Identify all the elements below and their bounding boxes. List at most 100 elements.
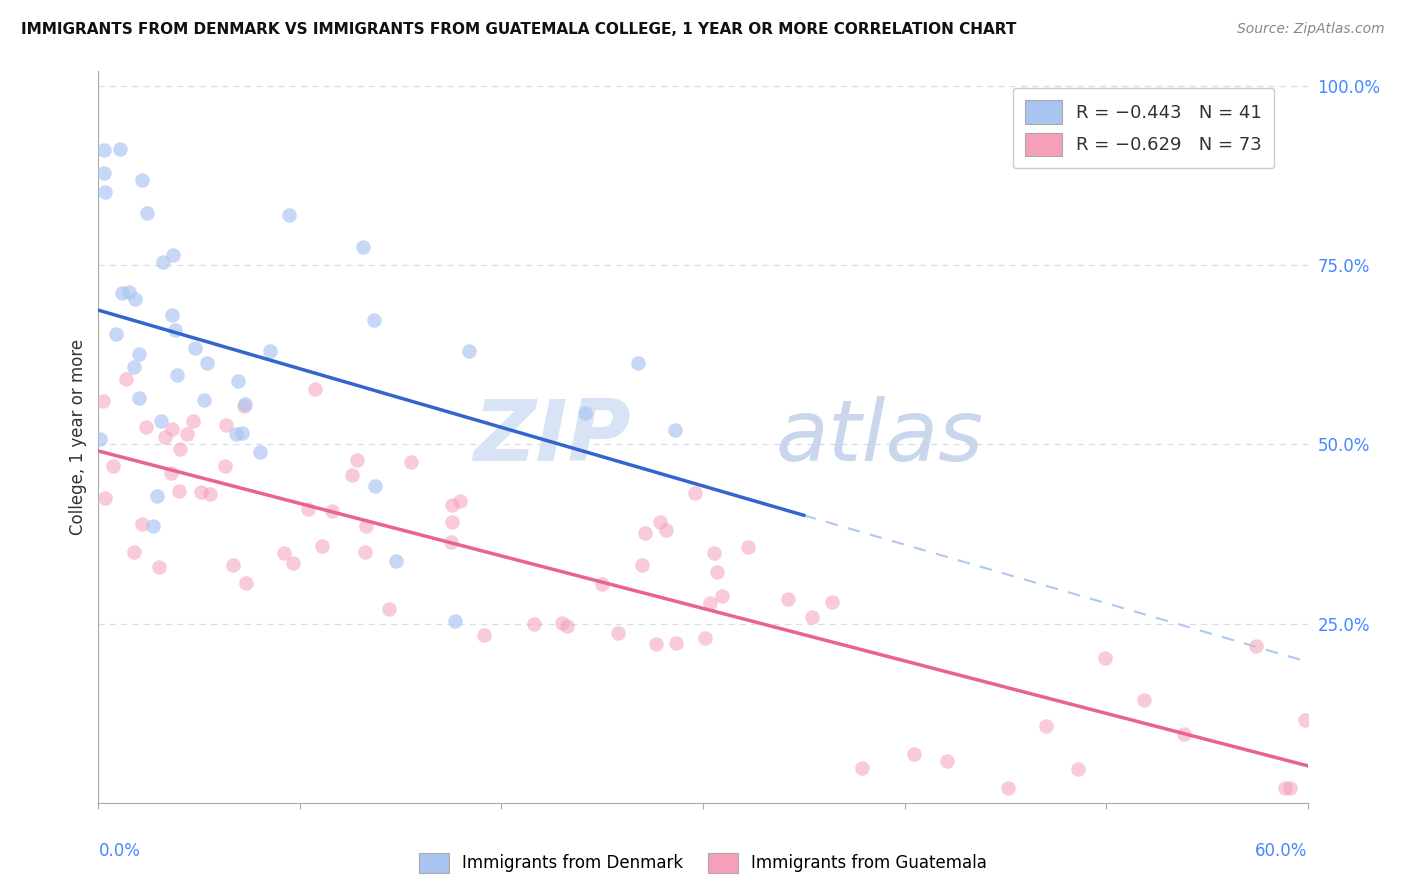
Point: [249, 445, 271, 459]
Point: [353, 545, 375, 559]
Point: [215, 418, 238, 433]
Point: [574, 406, 596, 420]
Text: atlas: atlas: [776, 395, 984, 479]
Point: [304, 383, 326, 397]
Point: [1294, 714, 1316, 728]
Point: [231, 426, 253, 441]
Point: [233, 400, 256, 414]
Point: [664, 636, 686, 650]
Point: [297, 501, 319, 516]
Point: [93, 185, 115, 199]
Point: [627, 356, 650, 370]
Point: [103, 458, 125, 473]
Point: [93, 143, 115, 157]
Point: [91, 394, 114, 409]
Point: [160, 308, 183, 322]
Point: [159, 467, 181, 481]
Point: [193, 393, 215, 408]
Point: [385, 554, 408, 568]
Point: [352, 240, 374, 254]
Point: [281, 556, 304, 570]
Point: [801, 610, 824, 624]
Point: [737, 541, 759, 555]
Point: [94, 491, 117, 505]
Point: [184, 342, 207, 356]
Point: [124, 545, 146, 559]
Point: [190, 485, 212, 500]
Point: [163, 323, 186, 337]
Point: [703, 546, 725, 560]
Point: [399, 455, 422, 469]
Point: [162, 248, 184, 262]
Point: [278, 208, 301, 222]
Point: [551, 616, 574, 631]
Point: [851, 761, 873, 775]
Point: [378, 602, 401, 616]
Text: Source: ZipAtlas.com: Source: ZipAtlas.com: [1237, 22, 1385, 37]
Point: [200, 487, 222, 501]
Point: [273, 546, 295, 560]
Point: [685, 486, 707, 500]
Point: [228, 375, 250, 389]
Point: [111, 286, 134, 301]
Point: [131, 517, 153, 532]
Point: [664, 423, 686, 437]
Point: [225, 426, 247, 441]
Point: [634, 526, 657, 541]
Point: [1173, 727, 1195, 741]
Point: [321, 504, 343, 518]
Point: [166, 368, 188, 383]
Point: [176, 426, 198, 441]
Point: [181, 414, 204, 428]
Y-axis label: College, 1 year or more: College, 1 year or more: [69, 339, 87, 535]
Point: [706, 565, 728, 579]
Point: [104, 327, 127, 342]
Point: [472, 628, 495, 642]
Text: 0.0%: 0.0%: [98, 842, 141, 860]
Point: [222, 558, 245, 572]
Point: [695, 632, 717, 646]
Point: [128, 391, 150, 405]
Point: [93, 166, 115, 180]
Text: ZIP: ZIP: [472, 395, 630, 479]
Point: [169, 442, 191, 456]
Point: [167, 484, 190, 499]
Point: [150, 414, 173, 428]
Point: [124, 292, 146, 306]
Point: [711, 589, 734, 603]
Point: [439, 535, 461, 549]
Point: [115, 372, 138, 386]
Point: [122, 360, 145, 375]
Point: [89, 432, 111, 446]
Point: [699, 596, 721, 610]
Point: [1274, 781, 1296, 796]
Point: [1133, 693, 1156, 707]
Point: [135, 206, 157, 220]
Point: [821, 595, 844, 609]
Point: [591, 577, 613, 591]
Point: [997, 781, 1019, 796]
Point: [311, 539, 333, 553]
Point: [118, 285, 141, 299]
Point: [142, 518, 165, 533]
Point: [131, 173, 153, 187]
Point: [654, 523, 676, 537]
Point: [440, 498, 463, 512]
Point: [364, 478, 387, 492]
Point: [1246, 639, 1268, 653]
Point: [1094, 651, 1116, 665]
Point: [108, 142, 131, 156]
Legend: Immigrants from Denmark, Immigrants from Guatemala: Immigrants from Denmark, Immigrants from…: [412, 847, 994, 880]
Point: [1278, 781, 1301, 796]
Point: [363, 313, 385, 327]
Legend: R = −0.443   N = 41, R = −0.629   N = 73: R = −0.443 N = 41, R = −0.629 N = 73: [1012, 87, 1274, 169]
Point: [645, 637, 668, 651]
Point: [449, 494, 471, 508]
Point: [444, 614, 467, 628]
Point: [648, 515, 671, 529]
Point: [354, 519, 377, 533]
Point: [160, 422, 183, 436]
Point: [148, 559, 170, 574]
Text: 60.0%: 60.0%: [1256, 842, 1308, 860]
Point: [235, 575, 257, 590]
